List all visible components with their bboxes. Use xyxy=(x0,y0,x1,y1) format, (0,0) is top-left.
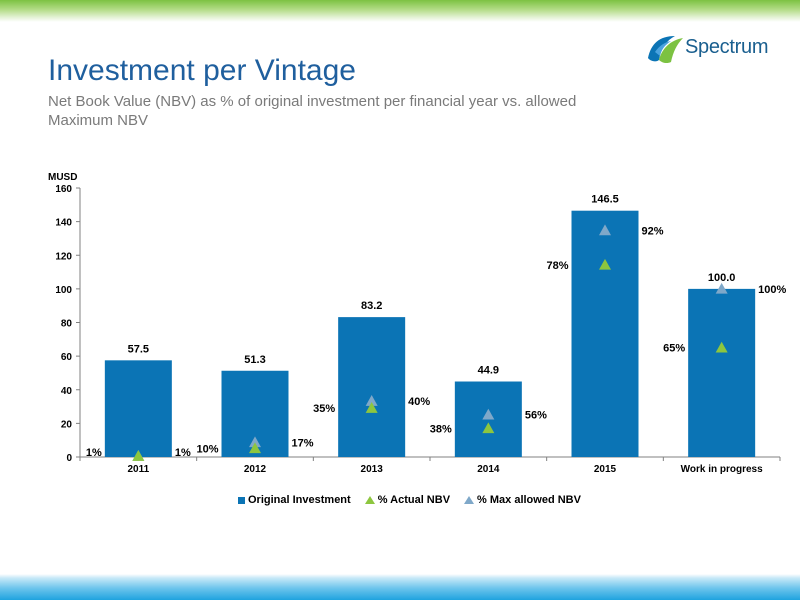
x-tick-label: 2012 xyxy=(244,464,267,475)
max-nbv-label: 92% xyxy=(642,225,664,237)
marker-max-allowed-nbv xyxy=(365,395,378,406)
x-tick-label: Work in progress xyxy=(681,464,763,475)
bar-original-investment xyxy=(104,360,172,457)
chart-legend: Original Investment % Actual NBV % Max a… xyxy=(238,494,581,506)
actual-nbv-label: 10% xyxy=(196,443,218,455)
y-tick-label: 40 xyxy=(61,386,73,397)
bar-value-label: 100.0 xyxy=(708,272,736,284)
bar-value-label: 57.5 xyxy=(128,343,149,355)
bar-value-label: 146.5 xyxy=(591,194,619,206)
bar-original-investment xyxy=(688,288,756,457)
page-title: Investment per Vintage xyxy=(48,54,356,87)
bottom-decorative-band xyxy=(0,574,800,600)
marker-max-allowed-nbv xyxy=(715,282,728,294)
actual-nbv-label: 35% xyxy=(313,403,335,415)
y-tick-label: 120 xyxy=(55,251,72,262)
max-nbv-label: 56% xyxy=(525,410,547,422)
actual-nbv-label: 38% xyxy=(430,423,452,435)
actual-nbv-label: 1% xyxy=(86,447,102,459)
actual-nbv-label: 78% xyxy=(546,260,568,272)
y-tick-label: 20 xyxy=(61,419,73,430)
y-tick-label: 160 xyxy=(55,184,72,195)
legend-swatch-triangle xyxy=(364,496,375,504)
legend-label: % Actual NBV xyxy=(377,494,451,506)
spectrum-logo-icon xyxy=(648,36,683,64)
legend-swatch-square xyxy=(238,496,245,504)
max-nbv-label: 1% xyxy=(175,447,191,459)
legend-label: Original Investment xyxy=(248,494,351,506)
x-tick-label: 2015 xyxy=(594,464,617,475)
legend-swatch-triangle xyxy=(464,496,475,504)
x-tick-label: 2013 xyxy=(361,464,384,475)
top-decorative-band xyxy=(0,0,800,22)
max-nbv-label: 17% xyxy=(292,437,314,449)
actual-nbv-label: 65% xyxy=(663,343,685,355)
y-tick-label: 80 xyxy=(61,319,73,330)
marker-actual-nbv xyxy=(599,258,611,270)
y-tick-label: 140 xyxy=(55,218,72,229)
y-tick-label: 100 xyxy=(55,285,72,296)
bar-original-investment xyxy=(571,210,639,457)
marker-max-allowed-nbv xyxy=(249,436,261,448)
legend-item-actual-nbv: % Actual NBV xyxy=(364,494,451,506)
max-nbv-label: 40% xyxy=(408,396,430,408)
company-logo: Spectrum xyxy=(645,30,785,70)
marker-actual-nbv xyxy=(482,422,495,434)
y-tick-label: 0 xyxy=(66,453,72,464)
marker-max-allowed-nbv xyxy=(599,224,611,236)
x-tick-label: 2011 xyxy=(127,464,149,475)
marker-actual-nbv xyxy=(132,450,145,461)
max-nbv-label: 100% xyxy=(758,284,786,296)
logo-text: Spectrum xyxy=(685,36,769,58)
marker-actual-nbv xyxy=(365,402,378,413)
bar-original-investment xyxy=(338,317,406,457)
marker-actual-nbv xyxy=(249,442,261,454)
x-tick-label: 2014 xyxy=(477,464,500,475)
page-subtitle: Net Book Value (NBV) as % of original in… xyxy=(48,93,577,129)
y-tick-label: 60 xyxy=(61,352,73,363)
bar-value-label: 83.2 xyxy=(361,300,382,312)
y-axis-label: MUSD xyxy=(48,172,77,183)
marker-max-allowed-nbv xyxy=(482,408,495,420)
bar-value-label: 51.3 xyxy=(244,354,265,366)
marker-actual-nbv xyxy=(715,341,728,353)
bar-value-label: 44.9 xyxy=(478,365,499,377)
legend-item-original-investment: Original Investment xyxy=(238,494,351,506)
legend-label: % Max allowed NBV xyxy=(477,494,581,506)
legend-item-max-nbv: % Max allowed NBV xyxy=(464,494,581,506)
